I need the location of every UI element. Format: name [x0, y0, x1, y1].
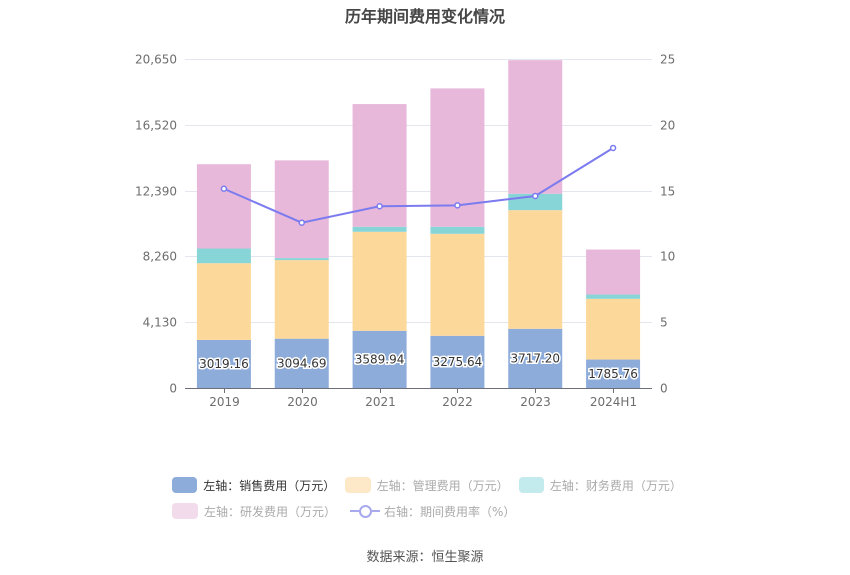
- legend-item-finance[interactable]: 左轴：财务费用（万元）: [518, 477, 682, 494]
- right-tick-label: 5: [660, 316, 668, 330]
- bar-sales: [352, 330, 407, 388]
- rate-point: [376, 203, 383, 210]
- bar-admin: [352, 231, 407, 331]
- x-axis: 2019 2020 2021 2022 2023 2024H1: [185, 388, 652, 409]
- bar-finance: [274, 258, 329, 261]
- left-axis-ticks: 0 4,130 8,260 12,390 16,520 20,650: [135, 53, 177, 396]
- sales-data-label: 3094.69: [277, 356, 327, 370]
- legend-label: 左轴：财务费用（万元）: [549, 478, 682, 493]
- legend: 左轴：销售费用（万元） 左轴：管理费用（万元） 左轴：财务费用（万元） 左轴：研…: [172, 472, 692, 524]
- legend-item-admin[interactable]: 左轴：管理费用（万元）: [345, 477, 509, 494]
- sales-data-label: 1785.76: [588, 367, 638, 381]
- sales-data-label: 3275.64: [433, 355, 483, 369]
- sales-data-label: 3019.16: [199, 357, 249, 371]
- right-tick-label: 10: [660, 250, 675, 264]
- right-tick-label: 0: [660, 382, 668, 396]
- legend-swatch-sales: [172, 477, 198, 493]
- sales-data-label: 3717.20: [510, 351, 560, 365]
- rate-point: [532, 192, 539, 200]
- legend-label: 右轴：期间费用率（%）: [384, 504, 516, 519]
- bar-rnd: [586, 249, 641, 295]
- legend-label: 左轴：销售费用（万元）: [203, 478, 336, 493]
- rate-line: [223, 147, 614, 224]
- legend-label: 左轴：管理费用（万元）: [376, 478, 509, 493]
- bar-sales: [430, 335, 485, 388]
- left-tick-label: 0: [169, 382, 177, 396]
- legend-swatch-rnd: [172, 503, 198, 519]
- right-axis-ticks: 0 5 10 15 20 25: [660, 53, 675, 396]
- x-tick-label: 2022: [442, 395, 473, 409]
- rate-point: [220, 185, 228, 193]
- left-tick-label: 12,390: [135, 185, 177, 199]
- bar-sales: [274, 338, 329, 388]
- bar-series: [196, 60, 641, 388]
- right-tick-label: 15: [660, 185, 675, 199]
- bar-sales: [508, 328, 563, 388]
- left-tick-label: 16,520: [135, 119, 177, 133]
- x-tick-label: 2023: [520, 395, 551, 409]
- bar-finance: [196, 248, 251, 264]
- legend-item-sales[interactable]: 左轴：销售费用（万元）: [172, 477, 336, 494]
- bar-admin: [586, 298, 641, 360]
- chart-canvas: 0 4,130 8,260 12,390 16,520 20,650 0 5 10 15 20 25…: [135, 53, 675, 410]
- rate-point: [609, 144, 617, 152]
- bar-rnd: [508, 60, 563, 194]
- bar-admin: [274, 260, 329, 339]
- left-tick-label: 8,260: [143, 250, 177, 264]
- bar-rnd: [196, 164, 251, 249]
- bar-finance: [430, 226, 485, 234]
- data-labels: 3019.16 3094.69 3589.94 3275.64 3717.20 1785.…: [198, 350, 640, 382]
- bar-finance: [586, 294, 641, 299]
- x-tick-label: 2024H1: [590, 395, 637, 409]
- x-tick-label: 2020: [287, 395, 318, 409]
- rate-point: [454, 202, 461, 209]
- legend-swatch-finance: [518, 477, 544, 493]
- bar-admin: [430, 233, 485, 336]
- right-tick-label: 25: [660, 53, 675, 67]
- chart-title: 历年期间费用变化情况: [344, 7, 505, 26]
- left-tick-label: 20,650: [135, 53, 177, 67]
- legend-swatch-admin: [345, 477, 371, 493]
- bar-sales: [196, 339, 251, 388]
- data-source: 数据来源：恒生聚源: [366, 550, 484, 565]
- legend-item-rnd[interactable]: 左轴：研发费用（万元）: [172, 503, 336, 520]
- rate-point: [298, 219, 305, 226]
- x-tick-label: 2021: [365, 395, 396, 409]
- grid-lines: [185, 59, 652, 323]
- x-tick-label: 2019: [209, 395, 240, 409]
- bar-admin: [196, 263, 251, 340]
- right-tick-label: 20: [660, 119, 675, 133]
- bar-rnd: [274, 160, 329, 259]
- legend-label: 左轴：研发费用（万元）: [204, 504, 337, 519]
- bar-finance: [352, 226, 407, 232]
- line-series: [220, 144, 617, 226]
- bar-admin: [508, 210, 563, 329]
- bar-sales: [586, 359, 641, 388]
- legend-item-rate[interactable]: 右轴：期间费用率（%）: [350, 503, 515, 520]
- line-marker-icon: [350, 503, 381, 519]
- sales-data-label: 3589.94: [355, 352, 405, 366]
- left-tick-label: 4,130: [143, 316, 177, 330]
